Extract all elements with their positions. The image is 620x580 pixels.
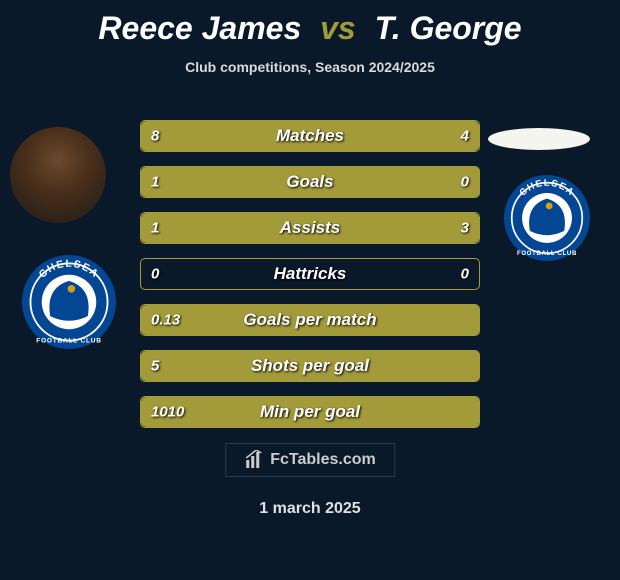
stat-bar: 1 Goals 0	[140, 166, 480, 198]
stat-bar: 0.13 Goals per match	[140, 304, 480, 336]
svg-text:FOOTBALL CLUB: FOOTBALL CLUB	[517, 251, 577, 257]
stat-value-left: 1010	[151, 404, 184, 421]
stat-label: Min per goal	[260, 402, 360, 422]
stat-label: Goals per match	[243, 310, 376, 330]
stat-label: Assists	[280, 218, 340, 238]
stat-bar: 5 Shots per goal	[140, 350, 480, 382]
player2-name: T. George	[375, 10, 522, 46]
stat-value-right: 4	[461, 128, 469, 145]
vs-label: vs	[320, 10, 356, 46]
stat-value-right: 0	[461, 266, 469, 283]
player1-avatar	[8, 125, 108, 225]
brand-box: FcTables.com	[225, 443, 395, 477]
brand-text: FcTables.com	[270, 451, 376, 469]
stat-label: Shots per goal	[251, 356, 369, 376]
stat-bar: 0 Hattricks 0	[140, 258, 480, 290]
player2-club-crest: CHELSEA FOOTBALL CLUB	[504, 175, 590, 266]
stat-label: Goals	[286, 172, 333, 192]
player1-club-crest: CHELSEA FOOTBALL CLUB	[22, 255, 116, 354]
stat-label: Matches	[276, 126, 344, 146]
comparison-title: Reece James vs T. George	[0, 0, 620, 47]
stat-bar: 1 Assists 3	[140, 212, 480, 244]
stat-value-right: 3	[461, 220, 469, 237]
svg-text:FOOTBALL CLUB: FOOTBALL CLUB	[36, 337, 102, 344]
stat-value-left: 5	[151, 358, 159, 375]
stat-fill-right	[226, 213, 480, 243]
stat-label: Hattricks	[274, 264, 347, 284]
chart-icon	[244, 450, 264, 470]
stat-value-left: 1	[151, 220, 159, 237]
subtitle: Club competitions, Season 2024/2025	[0, 59, 620, 75]
player2-avatar	[488, 128, 590, 150]
stat-value-left: 0	[151, 266, 159, 283]
stats-bars: 8 Matches 4 1 Goals 0 1 Assists 3 0 Hatt…	[140, 120, 480, 442]
stat-value-right: 0	[461, 174, 469, 191]
stat-value-left: 8	[151, 128, 159, 145]
stat-bar: 8 Matches 4	[140, 120, 480, 152]
date-label: 1 march 2025	[259, 500, 360, 518]
stat-value-left: 0.13	[151, 312, 180, 329]
player1-name: Reece James	[98, 10, 301, 46]
stat-value-left: 1	[151, 174, 159, 191]
stat-bar: 1010 Min per goal	[140, 396, 480, 428]
